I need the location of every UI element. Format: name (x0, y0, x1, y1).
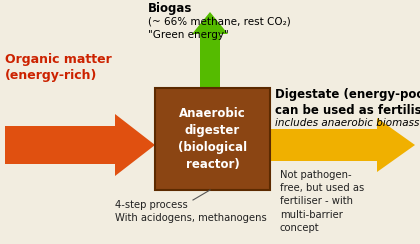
Text: Digestate (energy-poor;
can be used as fertiliser): Digestate (energy-poor; can be used as f… (275, 88, 420, 117)
Text: Organic matter
(energy-rich): Organic matter (energy-rich) (5, 53, 112, 82)
Polygon shape (5, 114, 155, 176)
Text: Anaerobic
digester
(biological
reactor): Anaerobic digester (biological reactor) (178, 107, 247, 171)
Bar (155, 88, 270, 190)
Text: includes anaerobic biomass: includes anaerobic biomass (275, 118, 420, 128)
Polygon shape (192, 12, 228, 88)
Text: Not pathogen-
free, but used as
fertiliser - with
multi-barrier
concept: Not pathogen- free, but used as fertilis… (280, 170, 364, 233)
Text: (~ 66% methane, rest CO₂): (~ 66% methane, rest CO₂) (148, 16, 291, 26)
Text: "Green energy": "Green energy" (148, 30, 229, 40)
Text: 4-step process
With acidogens, methanogens: 4-step process With acidogens, methanoge… (115, 200, 267, 223)
Text: Biogas: Biogas (148, 2, 192, 15)
Polygon shape (270, 118, 415, 172)
